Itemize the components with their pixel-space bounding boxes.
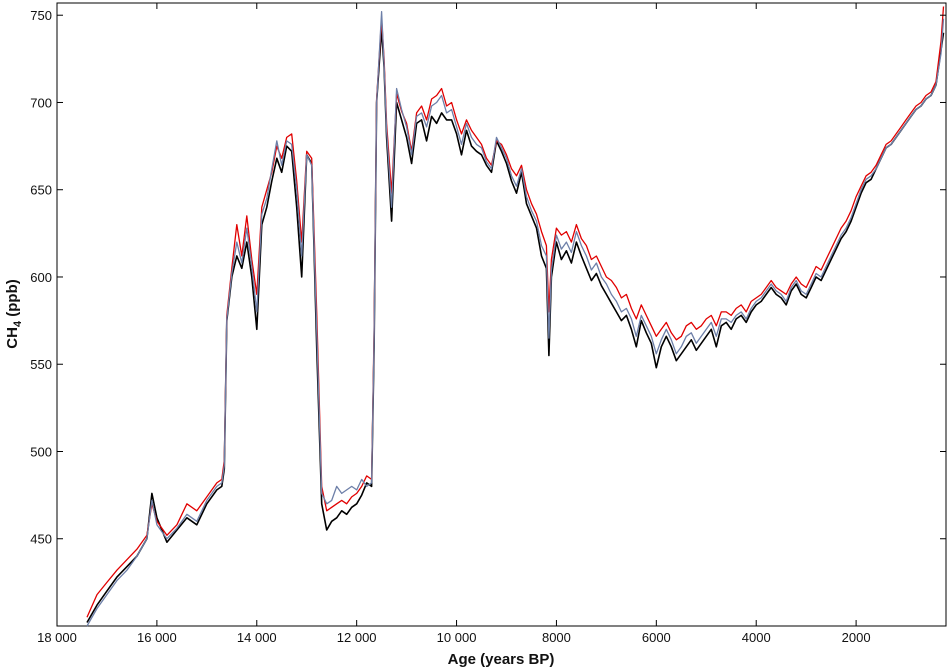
y-tick-label: 450 xyxy=(30,532,52,547)
y-axis-title: CH4 (ppb) xyxy=(4,279,24,348)
x-tick-label: 10 000 xyxy=(437,630,477,645)
series-line-3 xyxy=(86,11,945,627)
x-tick-label: 14 000 xyxy=(237,630,277,645)
y-axis-title-prefix: CH xyxy=(4,327,21,349)
plot-area xyxy=(56,2,947,627)
x-tick-label: 18 000 xyxy=(37,630,77,645)
y-tick-label: 750 xyxy=(30,8,52,23)
y-tick-label: 500 xyxy=(30,444,52,459)
x-axis-title: Age (years BP) xyxy=(448,651,555,668)
x-tick-label: 2000 xyxy=(842,630,871,645)
y-tick-label: 650 xyxy=(30,183,52,198)
y-tick-label: 600 xyxy=(30,270,52,285)
x-tick-label: 16 000 xyxy=(137,630,177,645)
label-layer: 18 000 16 000 14 000 12 000 10 000 8000 6000 40… xyxy=(30,8,870,645)
x-tick-label: 6000 xyxy=(642,630,671,645)
x-tick-label: 8000 xyxy=(542,630,571,645)
y-tick-label: 550 xyxy=(30,357,52,372)
y-axis-title-suffix: (ppb) xyxy=(4,279,21,321)
y-tick-label: 700 xyxy=(30,95,52,110)
series-line-1 xyxy=(86,28,945,623)
x-tick-label: 4000 xyxy=(742,630,771,645)
tick-layer xyxy=(56,3,946,626)
y-axis-title-subscript: 4 xyxy=(12,320,24,327)
x-tick-label: 12 000 xyxy=(337,630,377,645)
series-layer xyxy=(86,6,945,627)
